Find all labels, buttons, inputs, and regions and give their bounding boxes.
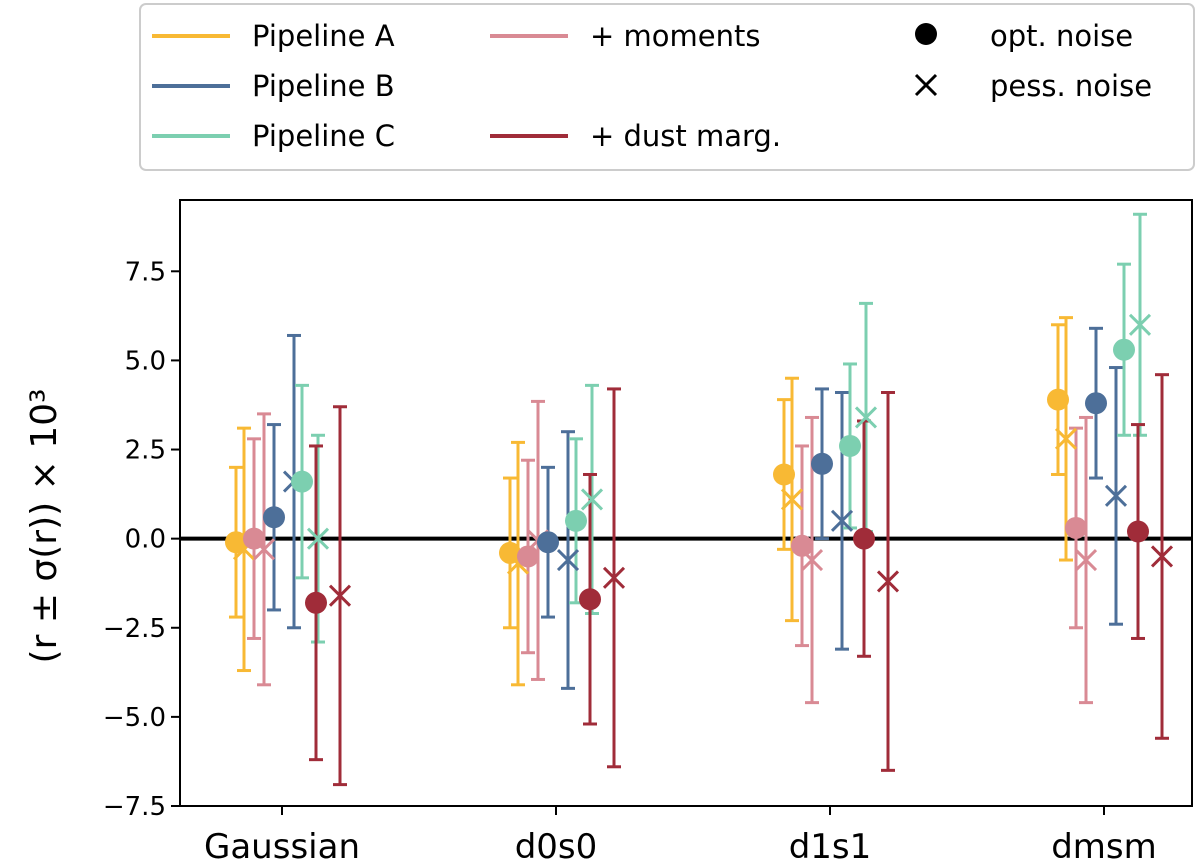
pipeline-c-d0s0-pess-point (580, 488, 604, 511)
dust-marg-gaussian-pess-point (328, 584, 352, 607)
dust-marg-d0s0-pess-point (602, 566, 626, 589)
dust-marg-d1s1-opt-point (853, 527, 875, 550)
legend-marker-cross-stroke-b (914, 73, 938, 97)
legend-label-dust-marg: + dust marg. (590, 119, 781, 153)
legend-item-pess-noise: pess. noise (914, 69, 1152, 103)
legend-label-pess-noise: pess. noise (990, 69, 1152, 103)
y-tick-label: −7.5 (103, 792, 166, 822)
legend: Pipeline A + moments Pipeline B Pipeline C +… (139, 3, 1195, 171)
dust-marg-dmsm-pess-point (1150, 545, 1174, 568)
pipeline-b-d1s1-pess-point-stroke-b (830, 509, 854, 532)
legend-label-pipeline-c: Pipeline C (252, 119, 395, 153)
moments-dmsm-pess-point (1074, 548, 1098, 572)
pipeline-b-gaussian-opt-point (263, 506, 285, 529)
pipeline-b-dmsm-opt-point (1085, 392, 1107, 415)
dust-marg-dmsm-opt-point (1127, 520, 1149, 543)
y-tick-label: 0.0 (125, 525, 166, 555)
x-tick-label-d0s0: d0s0 (515, 827, 598, 867)
dust-marg-d0s0-pess-point-stroke-b (602, 566, 626, 589)
pipeline-c-gaussian-opt-point (291, 470, 313, 493)
y-tick-label: −5.0 (103, 703, 166, 733)
dust-marg-gaussian-pess-point-stroke-b (328, 584, 352, 607)
pipeline-c-d1s1-pess-point (854, 406, 878, 429)
y-tick-label: 5.0 (125, 346, 166, 376)
dust-marg-d0s0-opt-point (579, 588, 601, 611)
pipeline-c-d1s1-pess-point-stroke-b (854, 406, 878, 429)
legend-item-opt-noise: opt. noise (915, 19, 1133, 53)
moments-gaussian-opt-point (243, 527, 265, 550)
pipeline-c-d1s1-opt-point (839, 434, 861, 457)
pipeline-c-dmsm-opt-point (1113, 338, 1135, 361)
legend-item-dust-marg: + dust marg. (490, 119, 781, 153)
plot-area: −7.5 −5.0 −2.5 0.0 2.5 5.0 7.5 Gaussian d0s0 d1s1… (103, 199, 1193, 867)
legend-item-pipeline-c: Pipeline C (152, 119, 395, 153)
axes-frame (179, 199, 1193, 807)
x-tick-label-d1s1: d1s1 (789, 827, 872, 867)
moments-d1s1-pess-point-stroke-b (800, 548, 824, 572)
legend-item-moments: + moments (490, 19, 760, 53)
dust-marg-d1s1-pess-point (876, 570, 900, 593)
pipeline-c-dmsm-pess-point-stroke-b (1128, 313, 1152, 336)
pipeline-c-dmsm-pess-point (1128, 313, 1152, 336)
pipeline-a-gaussian-opt-point (225, 531, 247, 554)
pipeline-b-d0s0-pess-point-stroke-b (556, 548, 580, 572)
pipeline-c-gaussian-pess-point (306, 527, 330, 550)
pipeline-a-dmsm-opt-point (1047, 388, 1069, 411)
y-tick-label: 7.5 (125, 257, 166, 287)
moments-dmsm-pess-point-stroke-b (1074, 548, 1098, 572)
pipeline-c-d0s0-pess-point-stroke-b (580, 488, 604, 511)
moments-gaussian-pess-point-stroke-b (252, 538, 276, 561)
dust-marg-dmsm-pess-point-stroke-b (1150, 545, 1174, 568)
legend-label-moments: + moments (590, 19, 760, 53)
pipeline-b-dmsm-pess-point (1104, 484, 1128, 507)
pipeline-b-d1s1-opt-point (811, 452, 833, 475)
pipeline-a-d1s1-opt-point (773, 463, 795, 486)
pipeline-b-d0s0-opt-point (537, 531, 559, 554)
dust-marg-d1s1-pess-point-stroke-b (876, 570, 900, 593)
legend-marker-circle (915, 23, 937, 45)
pipeline-b-d1s1-pess-point (830, 509, 854, 532)
x-tick-label-gaussian: Gaussian (204, 827, 360, 867)
legend-label-pipeline-b: Pipeline B (252, 69, 395, 103)
moments-d1s1-opt-point (791, 534, 813, 557)
pipeline-b-dmsm-pess-point-stroke-b (1104, 484, 1128, 507)
moments-dmsm-opt-point (1065, 516, 1087, 539)
legend-item-pipeline-a: Pipeline A (152, 19, 395, 53)
pipeline-a-d1s1-pess-point-stroke-b (780, 488, 804, 511)
pipeline-b-d0s0-pess-point (556, 548, 580, 572)
legend-marker-cross (914, 73, 938, 97)
pipeline-c-gaussian-pess-point-stroke-b (306, 527, 330, 550)
pipeline-a-dmsm-pess-point-stroke-b (1054, 427, 1078, 450)
legend-label-pipeline-a: Pipeline A (252, 19, 395, 53)
legend-label-opt-noise: opt. noise (990, 19, 1133, 53)
pipeline-a-d0s0-opt-point (499, 541, 521, 564)
legend-item-pipeline-b: Pipeline B (152, 69, 395, 103)
moments-d0s0-opt-point (517, 545, 539, 568)
x-tick-label-dmsm: dmsm (1051, 827, 1157, 867)
y-tick-label: −2.5 (103, 614, 166, 644)
dust-marg-gaussian-opt-point (305, 591, 327, 614)
y-axis-label: (r ± σ(r)) × 10³ (24, 389, 65, 664)
y-tick-label: 2.5 (125, 436, 166, 466)
pipeline-a-dmsm-pess-point (1054, 427, 1078, 450)
pipeline-c-d0s0-opt-point (565, 509, 587, 532)
legend-frame (139, 3, 1195, 171)
pipeline-a-d1s1-pess-point (780, 488, 804, 511)
